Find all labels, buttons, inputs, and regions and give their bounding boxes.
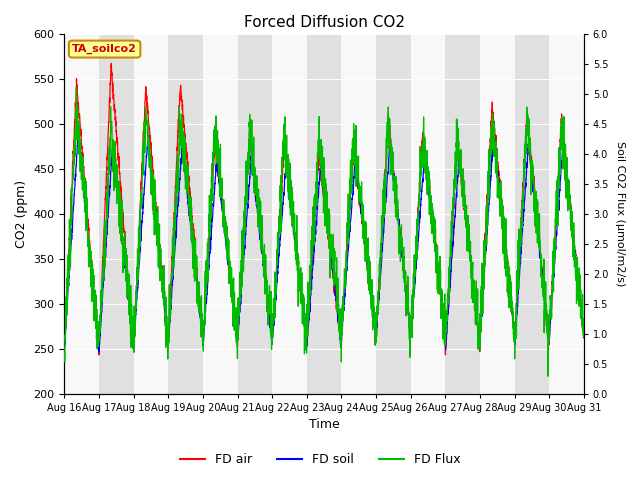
- Bar: [341, 34, 376, 394]
- Bar: [445, 34, 480, 394]
- Bar: [203, 34, 237, 394]
- Bar: [168, 34, 203, 394]
- Bar: [134, 34, 168, 394]
- Y-axis label: CO2 (ppm): CO2 (ppm): [15, 180, 28, 248]
- Text: TA_soilco2: TA_soilco2: [72, 44, 137, 54]
- Bar: [549, 34, 584, 394]
- Bar: [480, 34, 515, 394]
- Bar: [411, 34, 445, 394]
- Bar: [237, 34, 272, 394]
- Bar: [65, 34, 99, 394]
- Bar: [272, 34, 307, 394]
- Y-axis label: Soil CO2 Flux (μmol/m2/s): Soil CO2 Flux (μmol/m2/s): [615, 141, 625, 287]
- X-axis label: Time: Time: [308, 419, 339, 432]
- Bar: [376, 34, 411, 394]
- Bar: [99, 34, 134, 394]
- Bar: [515, 34, 549, 394]
- Bar: [307, 34, 341, 394]
- Title: Forced Diffusion CO2: Forced Diffusion CO2: [244, 15, 404, 30]
- Legend: FD air, FD soil, FD Flux: FD air, FD soil, FD Flux: [175, 448, 465, 471]
